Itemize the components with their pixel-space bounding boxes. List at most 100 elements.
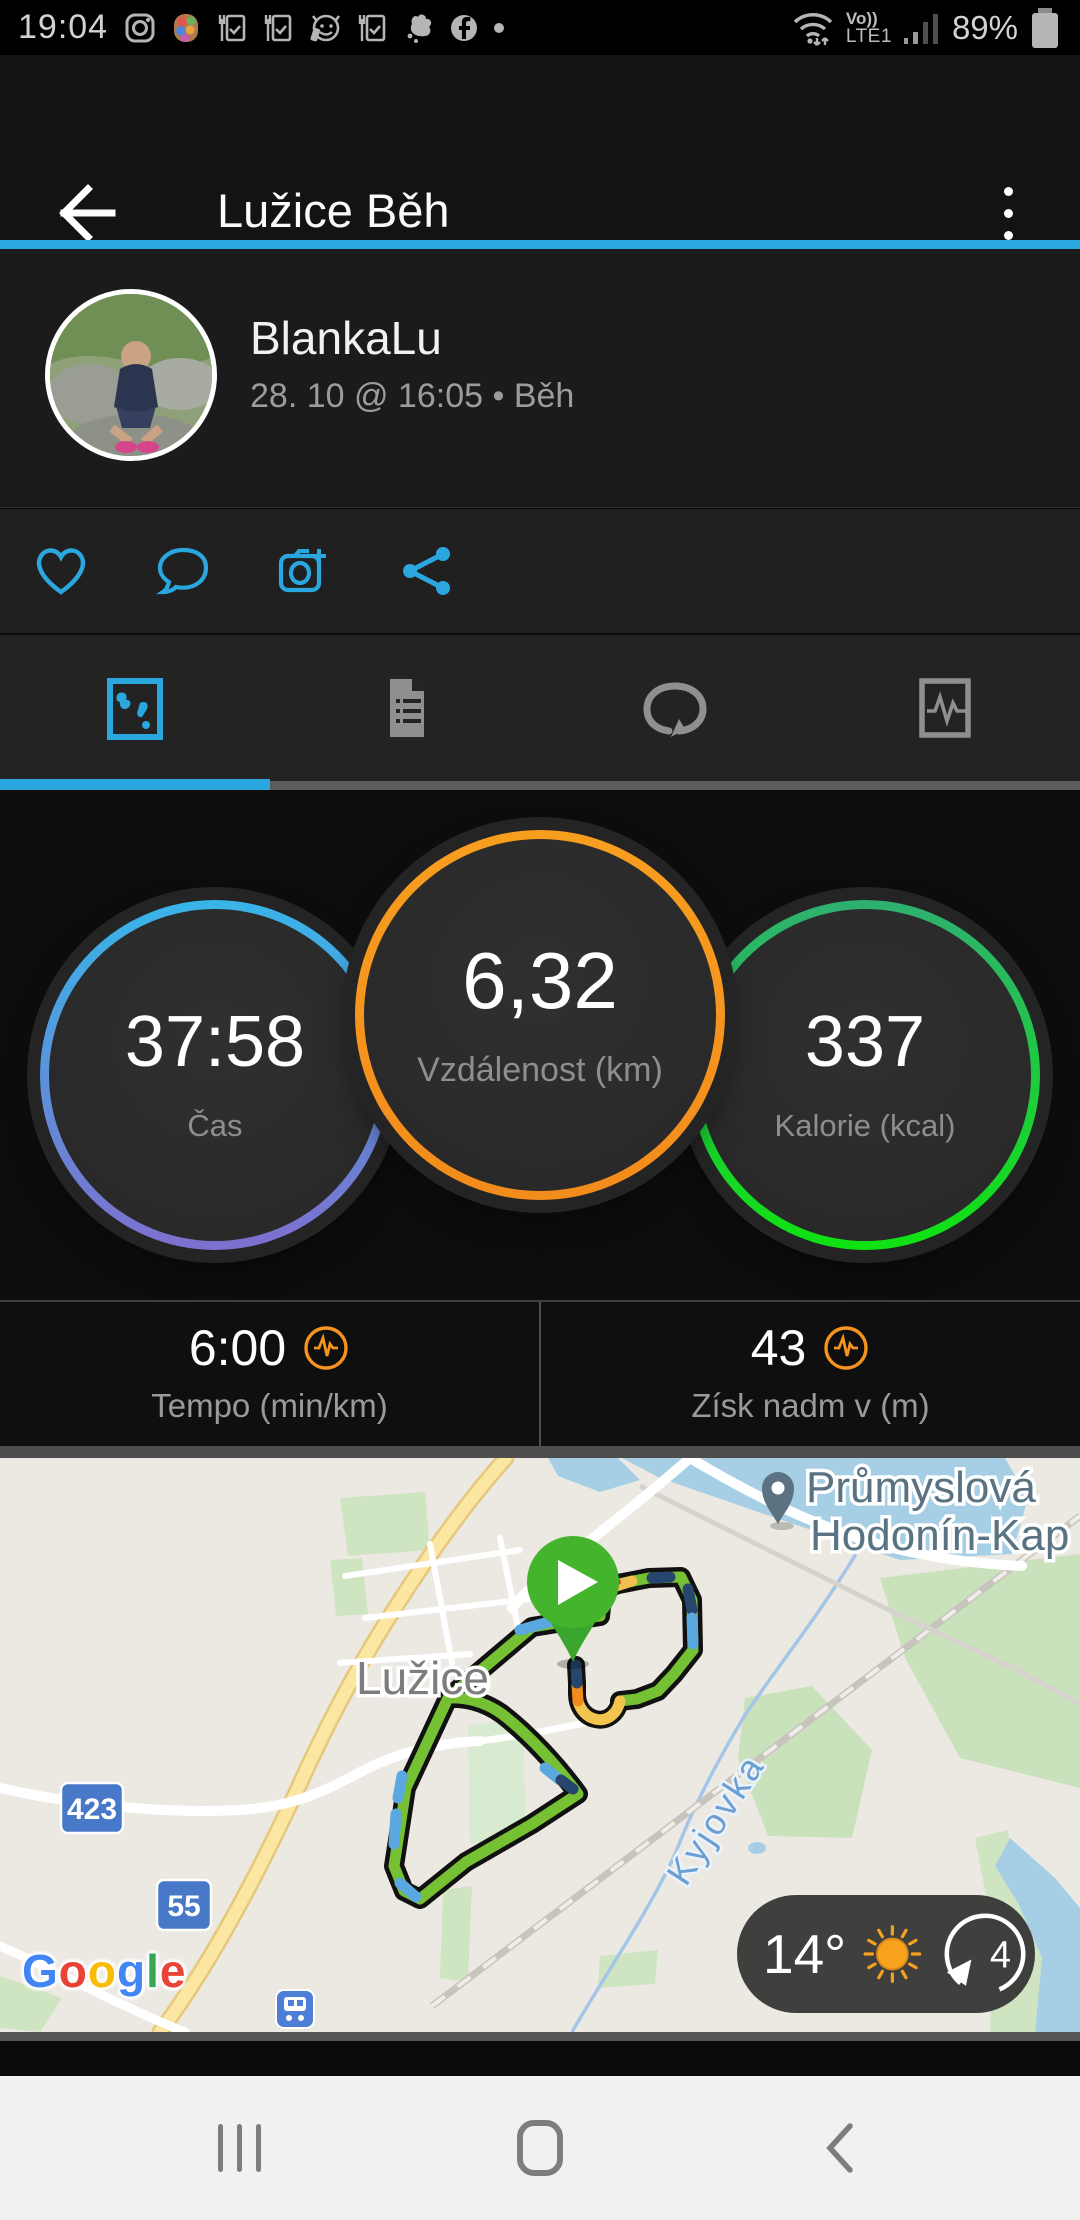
details-doc-icon — [390, 678, 424, 737]
notification-icons — [124, 12, 505, 44]
battery-percent: 89% — [951, 8, 1018, 46]
heart-icon — [36, 548, 86, 595]
kyjovka-stream — [570, 1553, 858, 2032]
home-button[interactable] — [495, 2103, 585, 2193]
like-button[interactable] — [0, 521, 122, 621]
pace-gauge-icon — [304, 1326, 348, 1370]
avatar-photo — [50, 294, 212, 456]
wifi-icon — [793, 12, 833, 46]
face-app-icon — [310, 14, 341, 41]
status-right-cluster: Vo)) LTE1 89% — [790, 5, 1062, 51]
google-letter: g — [117, 1945, 147, 1997]
distance-label: Vzdálenost (km) — [417, 1050, 663, 1089]
meal-checklist-icon — [358, 14, 386, 41]
elevation-stat[interactable]: 43 Získ nadm v (m) — [541, 1302, 1080, 1446]
instagram-icon — [125, 13, 155, 42]
park-areas — [0, 1492, 1080, 2032]
recents-icon — [218, 2124, 261, 2172]
meal-checklist-icon — [218, 14, 246, 41]
calories-value: 337 — [804, 1002, 926, 1082]
wind-value: 4 — [990, 1934, 1011, 1977]
distance-value: 6,32 — [462, 935, 618, 1025]
clock: 19:04 — [18, 8, 109, 46]
highway-55 — [154, 1458, 512, 2032]
map-bottom-separator — [0, 2032, 1080, 2041]
elevation-label: Získ nadm v (m) — [691, 1387, 930, 1424]
active-tab-indicator — [0, 779, 270, 790]
notification-dot-icon — [494, 22, 505, 33]
facebook-icon — [451, 14, 478, 41]
summary-metrics: 37:58 Čas 337 Kalorie (kcal) 6,32 Vzdále… — [0, 790, 1080, 1300]
secondary-stats-row: 6:00 Tempo (min/km) 43 Získ nadm v (m) — [0, 1300, 1080, 1446]
route-map[interactable]: Průmyslová Hodonín-Kap Lužice Kyjovka 42… — [0, 1458, 1080, 2032]
back-chevron-icon — [826, 2123, 853, 2173]
home-icon — [517, 2120, 563, 2176]
add-photo-button[interactable] — [244, 521, 366, 621]
tab-overview[interactable] — [0, 635, 270, 780]
signal-bars-icon — [903, 13, 938, 44]
tab-charts[interactable] — [810, 635, 1080, 780]
weather-overlay[interactable]: 14° 4 — [737, 1895, 1035, 2013]
lte-label: LTE1 — [845, 25, 892, 47]
bottom-gap — [0, 2041, 1080, 2076]
calories-circle: 337 Kalorie (kcal) — [690, 900, 1040, 1250]
water-areas — [548, 1458, 1080, 2032]
google-letter: o — [87, 1945, 117, 1997]
start-marker[interactable] — [527, 1536, 619, 1669]
charts-pulse-icon — [919, 677, 971, 738]
paw-icon — [407, 14, 432, 43]
poi-label-line1: Průmyslová — [806, 1463, 1036, 1512]
pace-stat[interactable]: 6:00 Tempo (min/km) — [0, 1302, 539, 1446]
recents-button[interactable] — [195, 2103, 285, 2193]
time-value: 37:58 — [124, 1002, 306, 1082]
overflow-menu-button[interactable] — [984, 173, 1032, 253]
comment-button[interactable] — [122, 521, 244, 621]
share-icon — [403, 547, 450, 595]
play-icon — [558, 1560, 598, 1605]
pace-value: 6:00 — [188, 1320, 287, 1376]
bubbles-app-icon — [174, 13, 199, 42]
overview-photo-icon — [107, 677, 163, 740]
poi-pin[interactable] — [762, 1472, 794, 1530]
user-name[interactable]: BlankaLu — [250, 312, 442, 364]
google-letter: e — [159, 1945, 187, 1997]
time-circle: 37:58 Čas — [40, 900, 390, 1250]
temperature-value: 14° — [763, 1923, 847, 1985]
tab-laps[interactable] — [540, 635, 810, 780]
svg-text:423: 423 — [67, 1793, 117, 1826]
system-nav-bar — [0, 2076, 1080, 2220]
sun-icon — [863, 1925, 922, 1983]
comment-bubble-icon — [156, 547, 209, 595]
google-attribution: Google — [22, 1944, 186, 1998]
stats-divider — [539, 1302, 541, 1446]
wind-direction-icon: 4 — [944, 1913, 1026, 1995]
volte-label: Vo)) — [845, 8, 878, 28]
elevation-gauge-icon — [824, 1326, 869, 1370]
distance-circle: 6,32 Vzdálenost (km) — [355, 830, 725, 1200]
google-letter: l — [146, 1945, 160, 1997]
activity-owner-card: BlankaLu 28. 10 @ 16:05 • Běh — [0, 249, 1080, 508]
battery-icon — [1032, 7, 1058, 48]
tab-track — [0, 781, 1080, 790]
calories-label: Kalorie (kcal) — [774, 1108, 956, 1143]
transit-station-icon[interactable] — [275, 1989, 315, 2029]
time-label: Čas — [187, 1108, 243, 1143]
status-bar: 19:04 Vo)) LTE1 89% — [0, 0, 1080, 55]
tab-details[interactable] — [270, 635, 540, 780]
town-label: Lužice — [356, 1652, 489, 1704]
avatar[interactable] — [45, 289, 217, 461]
social-action-row — [0, 509, 1080, 634]
road-badge-423: 423 — [59, 1781, 125, 1835]
page-title: Lužice Běh — [217, 184, 450, 237]
meal-checklist-icon — [264, 14, 292, 41]
share-button[interactable] — [366, 521, 488, 621]
elevation-value: 43 — [750, 1320, 807, 1376]
laps-loop-icon — [643, 681, 707, 737]
header-accent-line — [0, 240, 1080, 249]
back-arrow-button[interactable] — [48, 177, 120, 249]
back-button[interactable] — [795, 2103, 885, 2193]
road-badge-55: 55 — [155, 1878, 213, 1932]
camera-plus-icon — [278, 549, 326, 593]
activity-date-type: 28. 10 @ 16:05 • Běh — [250, 377, 575, 415]
